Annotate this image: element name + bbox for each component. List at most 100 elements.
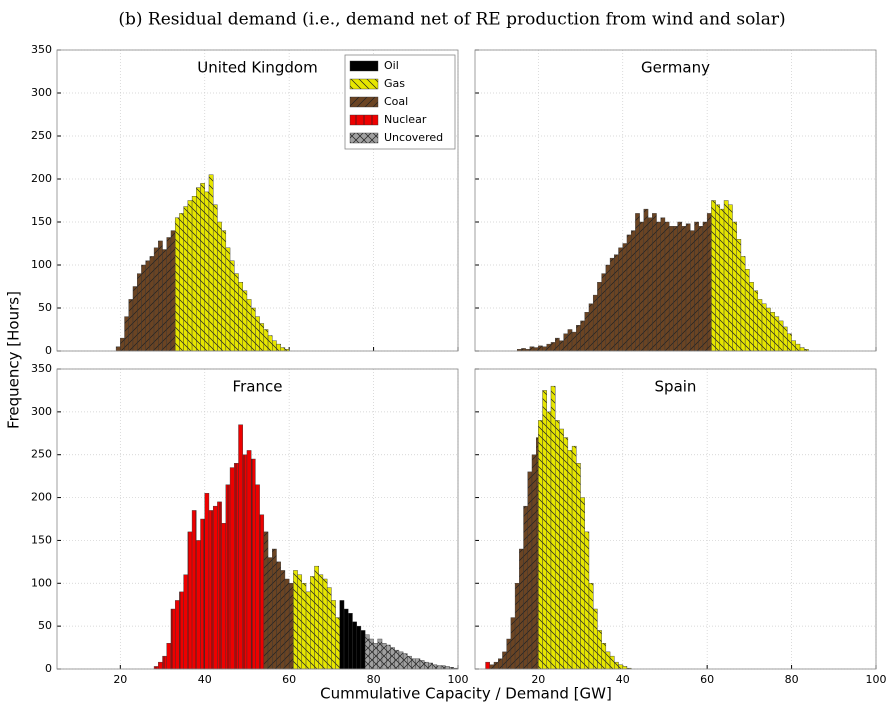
x-tick-label: 20 bbox=[113, 673, 127, 686]
histogram-bar bbox=[715, 204, 721, 352]
legend-swatch bbox=[349, 132, 379, 144]
histogram-bar bbox=[529, 346, 535, 352]
histogram-bar bbox=[622, 243, 628, 352]
legend-swatch bbox=[349, 96, 379, 108]
histogram-bar bbox=[221, 230, 227, 352]
histogram-bar bbox=[514, 583, 520, 670]
histogram-bar bbox=[753, 290, 759, 352]
histogram-bar bbox=[369, 638, 374, 670]
y-tick-label: 150 bbox=[31, 215, 52, 228]
histogram-bar bbox=[506, 638, 512, 670]
legend-label: Oil bbox=[384, 59, 399, 72]
x-tick-label: 20 bbox=[531, 673, 545, 686]
histogram-bar bbox=[153, 247, 159, 352]
histogram-bar bbox=[702, 221, 708, 352]
histogram-bar bbox=[183, 574, 189, 670]
histogram-bar bbox=[200, 183, 205, 352]
histogram-bar bbox=[728, 204, 733, 352]
x-tick-label: 60 bbox=[282, 673, 296, 686]
histogram-bar bbox=[212, 204, 218, 352]
panel-title: Spain bbox=[655, 378, 697, 396]
histogram-bar bbox=[664, 221, 670, 352]
histogram-bar bbox=[749, 282, 754, 352]
histogram-bar bbox=[280, 347, 286, 352]
figure-title: (b) Residual demand (i.e., demand net of… bbox=[118, 10, 785, 30]
histogram-bar bbox=[310, 576, 315, 670]
histogram-bar bbox=[550, 385, 556, 670]
panel-title: France bbox=[233, 378, 283, 396]
histogram-bar bbox=[668, 226, 674, 352]
histogram-bar bbox=[580, 497, 585, 670]
histogram-bar bbox=[744, 269, 750, 352]
histogram-bar bbox=[698, 226, 704, 352]
histogram-bar bbox=[597, 630, 602, 670]
y-tick-label: 350 bbox=[31, 43, 52, 56]
histogram-bar bbox=[563, 333, 569, 352]
histogram-bar bbox=[489, 664, 495, 670]
histogram-bar bbox=[576, 325, 581, 352]
histogram-bar bbox=[272, 548, 277, 670]
histogram-bar bbox=[618, 247, 623, 352]
histogram-bar bbox=[255, 484, 260, 670]
y-tick-label: 350 bbox=[31, 362, 52, 375]
y-tick-label: 200 bbox=[31, 172, 52, 185]
histogram-bar bbox=[183, 206, 189, 352]
histogram-bar bbox=[238, 424, 243, 670]
histogram-bar bbox=[364, 634, 370, 670]
histogram-bar bbox=[630, 230, 636, 352]
histogram-bar bbox=[609, 257, 615, 352]
y-tick-label: 50 bbox=[38, 619, 52, 632]
histogram-bar bbox=[272, 340, 277, 352]
histogram-bar bbox=[740, 256, 746, 352]
histogram-bar bbox=[128, 299, 134, 352]
histogram-bar bbox=[124, 316, 129, 352]
histogram-bar bbox=[584, 531, 590, 670]
histogram-bar bbox=[238, 282, 243, 352]
histogram-bar bbox=[297, 574, 303, 670]
histogram-bar bbox=[685, 223, 691, 352]
axes-frame bbox=[474, 368, 877, 670]
histogram-bar bbox=[234, 463, 239, 670]
histogram-bar bbox=[221, 523, 227, 670]
histogram-bar bbox=[339, 600, 345, 670]
y-axis-label: Frequency [Hours] bbox=[5, 291, 23, 429]
histogram-bar bbox=[523, 505, 528, 670]
histogram-bar bbox=[411, 658, 416, 670]
histogram-bar bbox=[782, 326, 788, 352]
histogram-bar bbox=[162, 249, 167, 352]
histogram-bar bbox=[191, 195, 197, 352]
histogram-bar bbox=[204, 493, 210, 670]
histogram-bar bbox=[276, 561, 281, 670]
histogram-bar bbox=[120, 337, 125, 352]
histogram-bar bbox=[196, 540, 201, 670]
histogram-bar bbox=[208, 174, 214, 352]
histogram-bar bbox=[250, 458, 256, 670]
histogram-bar bbox=[415, 658, 421, 670]
axes-frame bbox=[56, 368, 459, 670]
histogram-bar bbox=[538, 345, 543, 352]
histogram-bar bbox=[618, 664, 623, 670]
histogram-bar bbox=[187, 531, 193, 670]
histogram-bar bbox=[559, 340, 564, 352]
x-tick-label: 40 bbox=[616, 673, 630, 686]
histogram-bar bbox=[563, 437, 569, 670]
histogram-bar bbox=[571, 331, 577, 352]
legend: Oil Gas Coal Nuclear Uncovered bbox=[344, 54, 456, 150]
y-tick-label: 300 bbox=[31, 405, 52, 418]
histogram-bar bbox=[555, 420, 560, 670]
y-tick-label: 0 bbox=[45, 344, 52, 357]
legend-swatch bbox=[349, 78, 379, 90]
histogram-bar bbox=[639, 221, 645, 352]
histogram-bar bbox=[276, 343, 281, 352]
histogram-bar bbox=[259, 514, 265, 670]
histogram-bar bbox=[348, 613, 353, 670]
histogram-bar bbox=[609, 655, 615, 670]
histogram-bar bbox=[166, 643, 172, 670]
histogram-bar bbox=[774, 316, 780, 352]
histogram-bar bbox=[115, 346, 121, 352]
histogram-bar bbox=[314, 565, 319, 670]
histogram-bar bbox=[381, 643, 387, 670]
histogram-bar bbox=[356, 625, 362, 670]
y-tick-label: 0 bbox=[45, 662, 52, 675]
histogram-bar bbox=[326, 587, 332, 670]
